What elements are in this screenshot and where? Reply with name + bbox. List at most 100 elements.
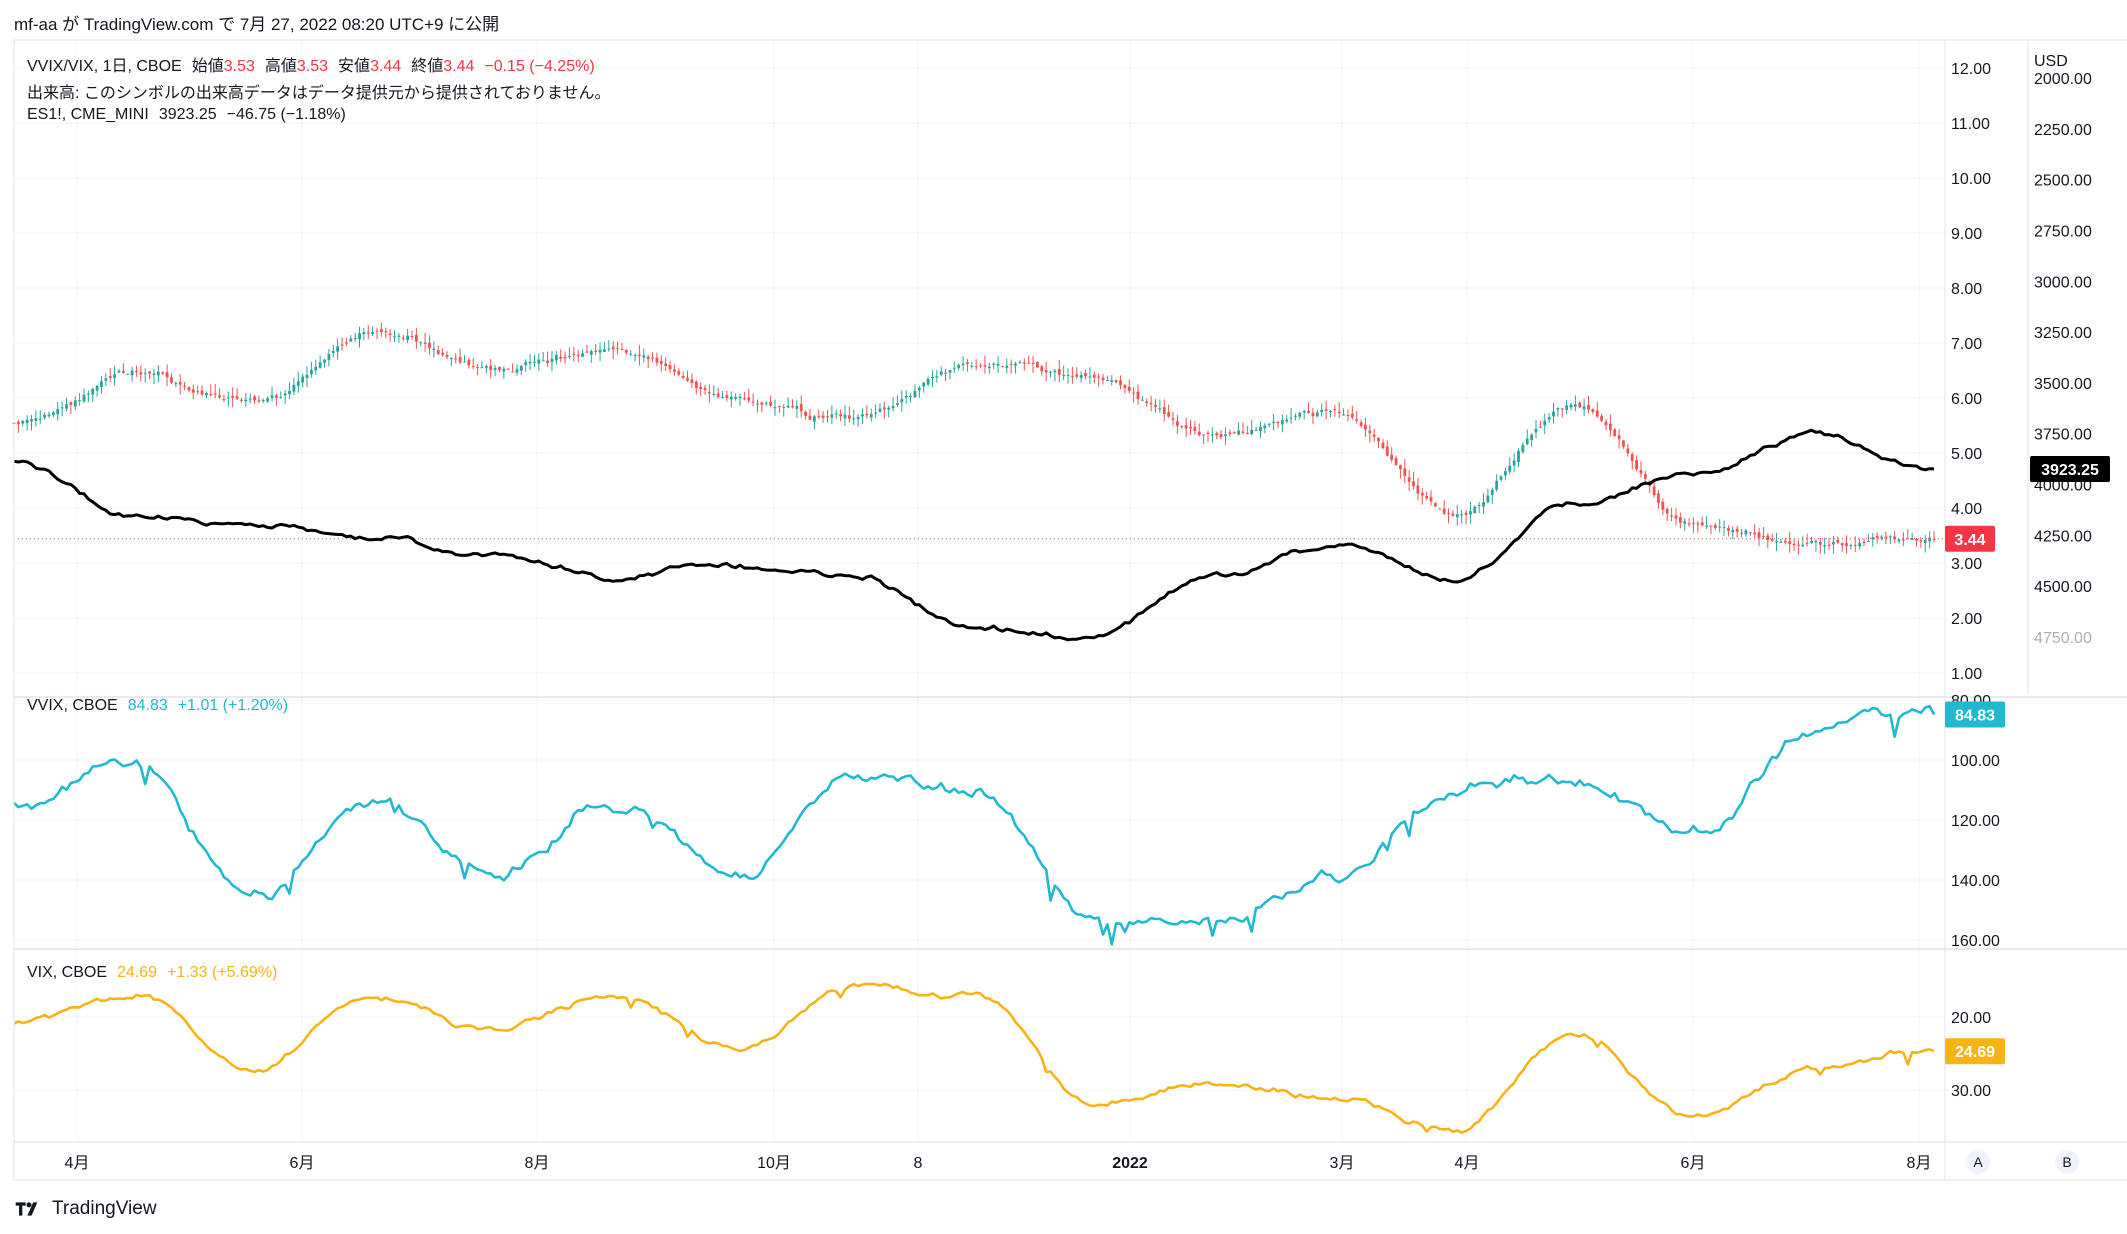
candle-body xyxy=(1101,377,1105,381)
candle-body xyxy=(1167,412,1171,417)
candle-body xyxy=(1490,489,1494,496)
candle-body xyxy=(1678,517,1682,523)
candle-body xyxy=(519,365,523,371)
candle-body xyxy=(913,390,917,398)
price-axes[interactable]: USD 12.00 11.00 10.00 9.00 8.00 7.00 6.00 5.00 4.… xyxy=(1945,53,2110,1100)
candle-body xyxy=(1503,471,1507,476)
candle-body xyxy=(449,357,453,359)
candle-body xyxy=(869,414,873,418)
candle-body xyxy=(528,361,532,364)
candle-body xyxy=(729,396,733,400)
candle-body xyxy=(78,400,82,402)
candle-body xyxy=(1368,430,1372,434)
candle-body xyxy=(1136,391,1140,400)
candle-body xyxy=(397,335,401,337)
candle-body xyxy=(1915,538,1918,541)
candle-body xyxy=(493,368,497,370)
candle-body xyxy=(1324,409,1328,411)
candle-body xyxy=(1412,481,1415,487)
legend-vix[interactable]: VIX, CBOE 24.69 +1.33 (+5.69%) xyxy=(27,964,283,982)
candle-body xyxy=(126,373,130,375)
candle-body xyxy=(1670,515,1673,517)
candle-body xyxy=(1359,422,1363,426)
legend-vvix-symbol: VVIX, CBOE xyxy=(27,697,118,714)
candle-body xyxy=(1814,540,1818,543)
candle-body xyxy=(668,365,672,370)
candle-body xyxy=(1705,525,1708,527)
candle-body xyxy=(1110,380,1114,383)
candle-body xyxy=(1018,361,1022,363)
candle-body xyxy=(646,356,650,359)
candle-body xyxy=(1434,503,1437,507)
scale-button-a[interactable]: A xyxy=(1966,1150,1990,1174)
candle-body xyxy=(1416,485,1420,494)
candle-body xyxy=(1298,412,1302,417)
candle-body xyxy=(213,393,217,395)
candle-body xyxy=(296,381,300,386)
candle-body xyxy=(445,354,449,358)
candle-body xyxy=(1923,539,1927,544)
vvix-tick-label: 140.00 xyxy=(1951,873,2000,890)
candle-body xyxy=(887,407,891,410)
candle-body xyxy=(266,398,270,402)
candle-body xyxy=(559,356,563,359)
candle-body xyxy=(1237,430,1241,435)
candle-body xyxy=(423,342,427,344)
candle-body xyxy=(673,369,676,372)
candle-body xyxy=(1591,409,1595,412)
candle-body xyxy=(480,367,484,369)
candle-body xyxy=(104,378,108,381)
candle-body xyxy=(1469,511,1472,515)
candle-body xyxy=(1731,529,1735,533)
candle-body xyxy=(830,414,834,418)
candle-body xyxy=(777,406,781,408)
legend-es[interactable]: ES1!, CME_MINI 3923.25 −46.75 (−1.18%) xyxy=(27,106,352,124)
ratio-tick-label: 3.00 xyxy=(1951,556,1982,573)
candle-body xyxy=(47,414,51,416)
candle-body xyxy=(1525,438,1529,445)
legend-volume-note: 出来高: このシンボルの出来高データはデータ提供元から提供されておりません。 xyxy=(27,85,611,102)
tradingview-logo[interactable]: TradingView xyxy=(14,1198,157,1220)
candle-body xyxy=(371,331,375,335)
candle-body xyxy=(1031,362,1035,365)
candle-body xyxy=(1792,543,1796,546)
scale-button-b[interactable]: B xyxy=(2055,1150,2079,1174)
legend-vvix[interactable]: VVIX, CBOE 84.83 +1.01 (+1.20%) xyxy=(27,697,294,715)
candle-body xyxy=(165,372,169,378)
vvix-line xyxy=(13,704,1936,946)
es-tick-label: 3000.00 xyxy=(2034,274,2092,291)
candle-body xyxy=(1635,460,1638,470)
es-tick-label: 2500.00 xyxy=(2034,173,2092,190)
legend-main[interactable]: VVIX/VIX, 1日, CBOE 始値3.53 高値3.53 安値3.44 終値3.… xyxy=(27,52,601,76)
candle-body xyxy=(1066,375,1070,377)
candle-body xyxy=(1394,458,1398,466)
candle-body xyxy=(410,336,414,338)
candle-body xyxy=(935,376,939,378)
candle-body xyxy=(1036,362,1039,368)
candle-body xyxy=(716,393,720,398)
candle-body xyxy=(1180,426,1184,428)
candle-body xyxy=(1901,539,1905,541)
candle-body xyxy=(314,366,318,371)
candle-body xyxy=(537,359,541,364)
candle-body xyxy=(1622,440,1625,447)
candle-body xyxy=(183,385,186,387)
candle-body xyxy=(1197,431,1201,436)
vix-tick-label: 30.00 xyxy=(1951,1083,1991,1100)
candle-body xyxy=(952,367,956,369)
candle-body xyxy=(1521,444,1525,453)
time-axis[interactable]: 4月 6月 8月 10月 8 2022 3月 4月 6月 8月 xyxy=(65,1155,1932,1172)
candle-body xyxy=(318,362,322,368)
legend-close-label: 終値 xyxy=(411,58,444,75)
candle-body xyxy=(747,397,751,401)
candle-body xyxy=(489,365,493,371)
candle-body xyxy=(1617,435,1621,440)
candle-body xyxy=(651,357,654,359)
candle-body xyxy=(839,414,843,417)
candle-body xyxy=(1473,506,1477,514)
ratio-tick-label: 2.00 xyxy=(1951,611,1982,628)
es-tick-label: 2250.00 xyxy=(2034,122,2092,139)
candle-body xyxy=(1906,538,1910,540)
candle-body xyxy=(891,406,895,409)
